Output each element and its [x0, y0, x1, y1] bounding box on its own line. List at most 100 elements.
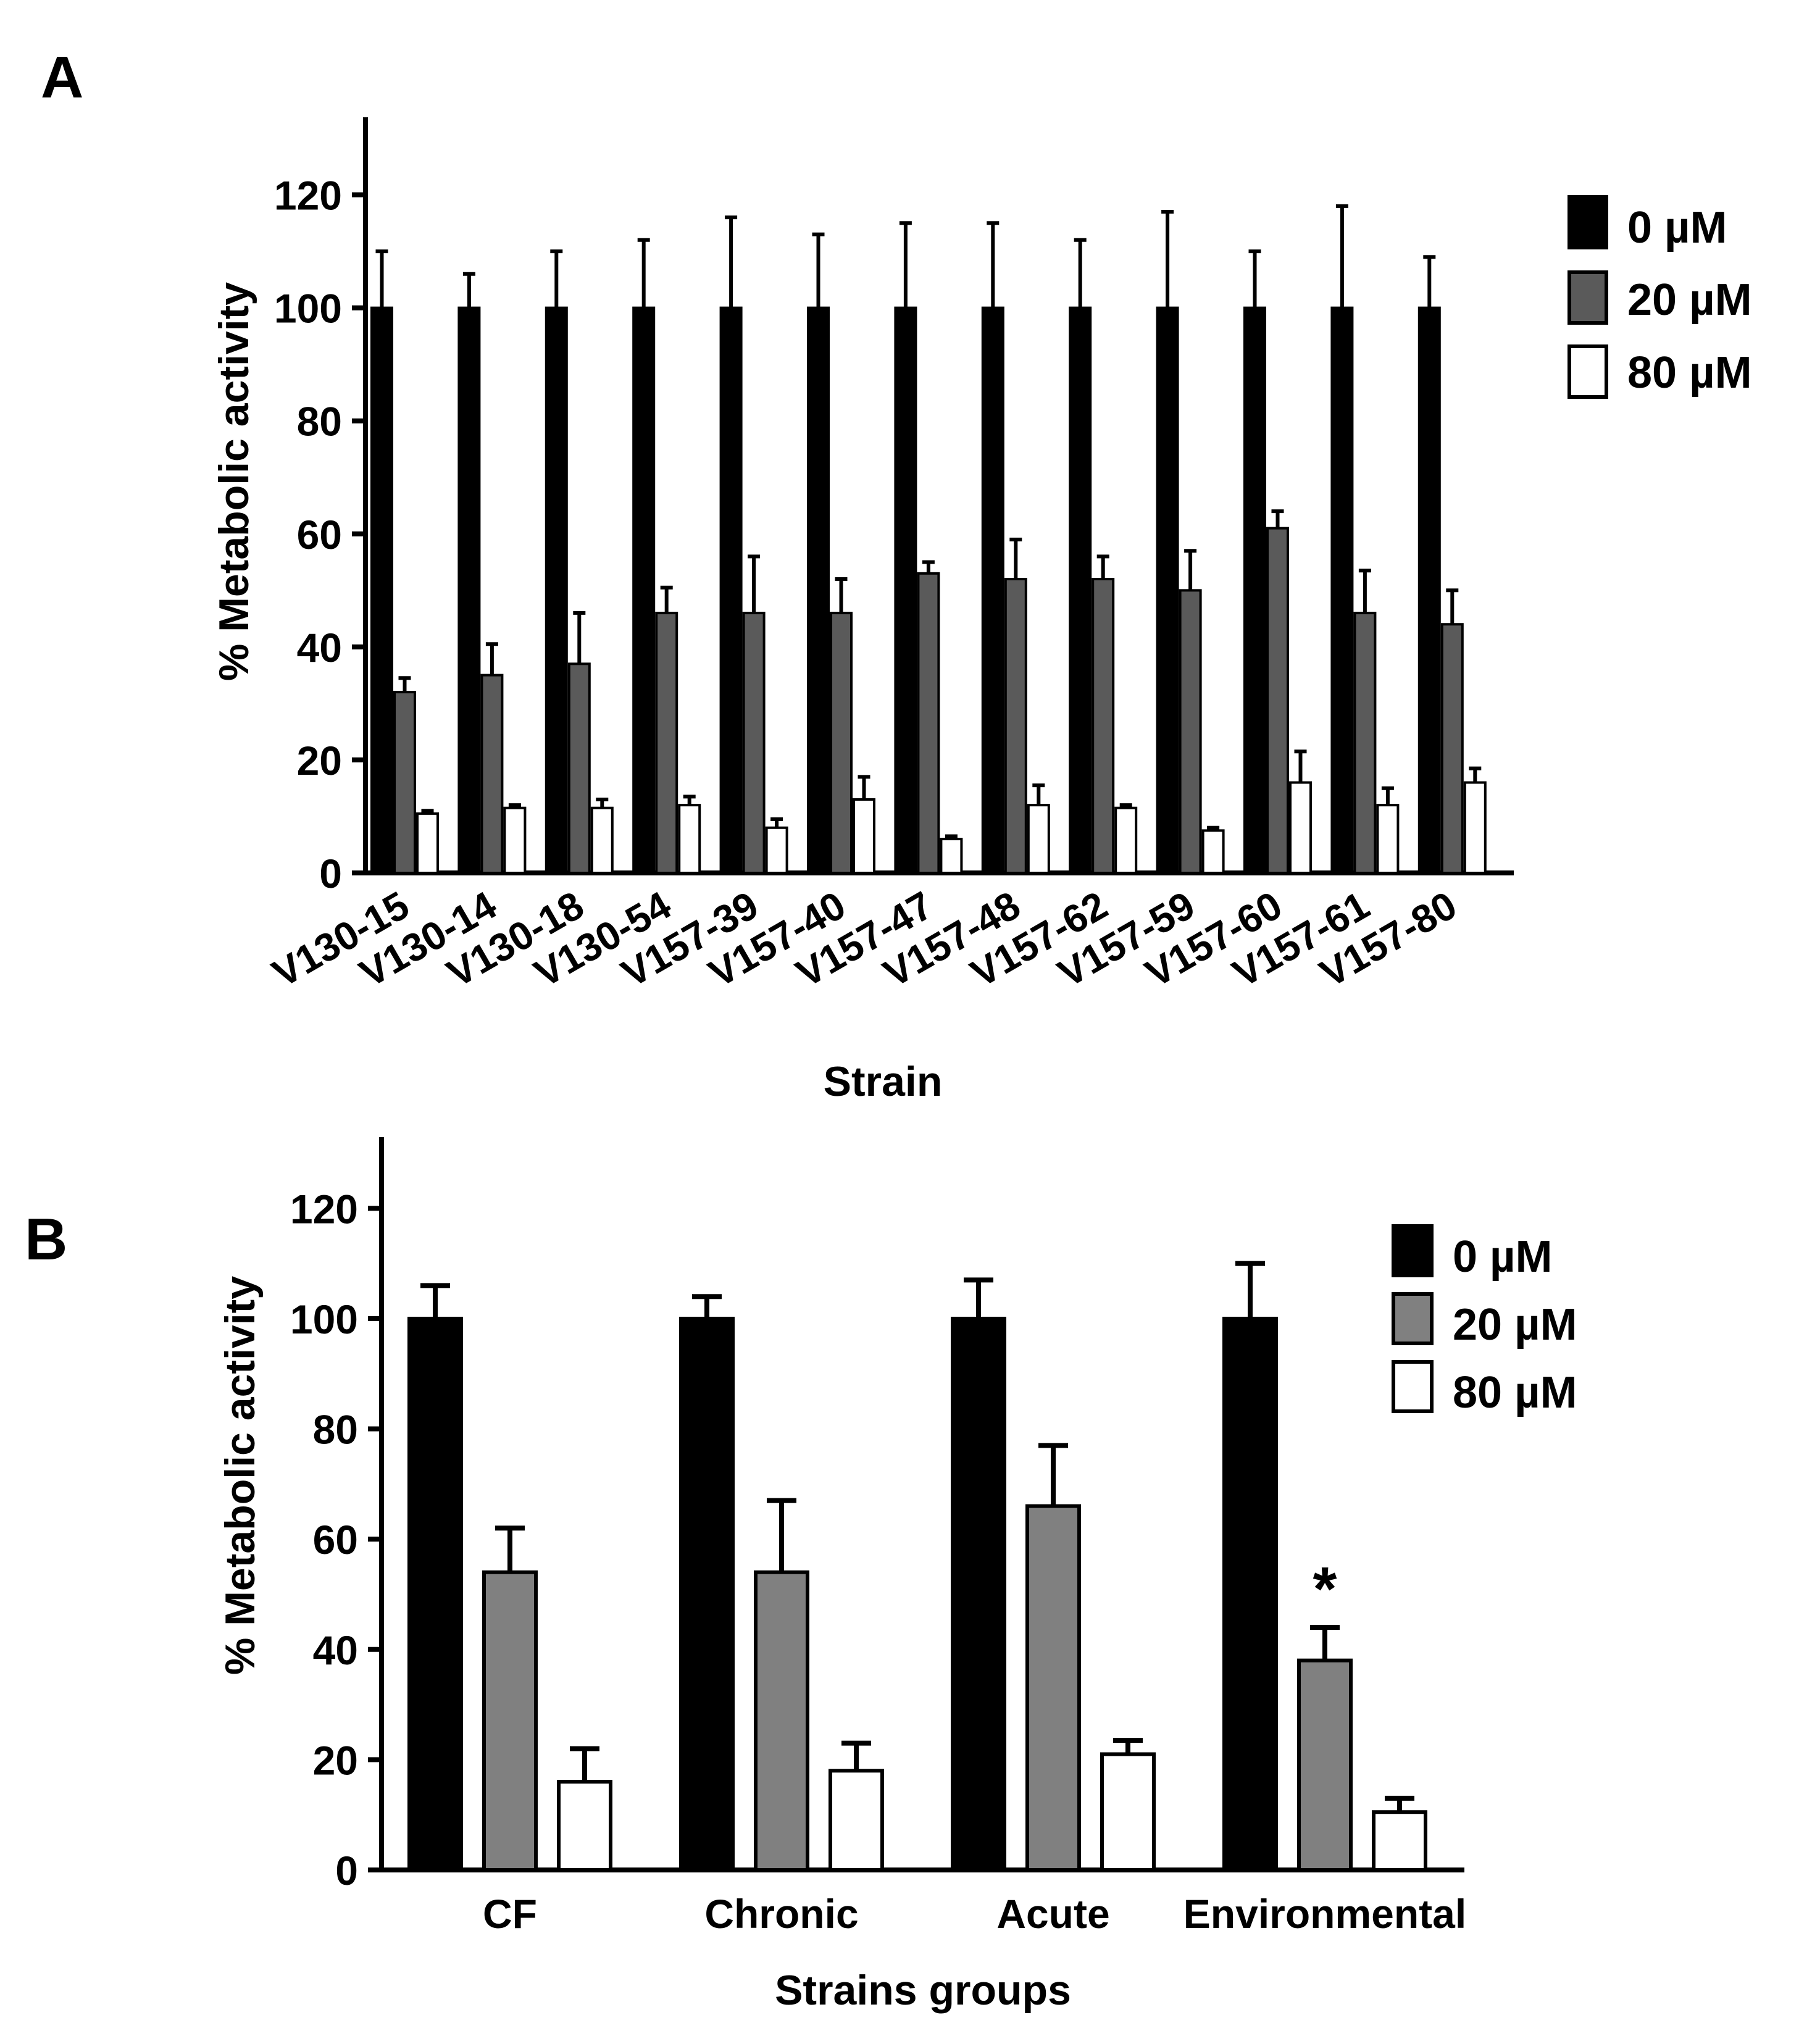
bar-20uM-V130-14 — [480, 674, 504, 874]
bar-0uM-V130-54 — [632, 306, 656, 875]
y-tick-label: 0 — [319, 851, 342, 896]
bar-80uM-Acute — [1100, 1752, 1156, 1872]
bar-0uM-V130-15 — [370, 306, 393, 875]
bar-80uM-V157-61 — [1376, 804, 1400, 874]
bar-20uM-Acute — [1025, 1504, 1081, 1872]
bar-0uM-Chronic — [679, 1316, 735, 1872]
legend-label-0uM-b: 0 µM — [1453, 1232, 1553, 1282]
bar-20uM-V130-18 — [567, 662, 591, 875]
y-tick-label: 40 — [313, 1627, 358, 1673]
y-tick-label: 80 — [297, 399, 342, 444]
bar-0uM-V157-61 — [1330, 306, 1354, 875]
bar-80uM-V157-60 — [1289, 781, 1312, 874]
bar-20uM-V130-15 — [393, 691, 416, 874]
bar-0uM-V157-39 — [719, 306, 743, 875]
significance-star: * — [1313, 1554, 1337, 1624]
bar-80uM-V130-15 — [416, 812, 439, 875]
bar-0uM-V157-80 — [1417, 306, 1441, 875]
bar-0uM-Environmental — [1222, 1316, 1278, 1872]
y-tick-label: 40 — [297, 625, 342, 670]
y-ticks-b: 0 20 40 60 80 100 120 — [290, 1186, 382, 1893]
y-axis-label-a: % Metabolic activity — [211, 282, 257, 681]
bar-80uM-V157-62 — [1114, 806, 1138, 874]
y-tick-label: 0 — [335, 1848, 358, 1893]
panel-label-a: A — [41, 44, 83, 111]
bar-20uM-V157-60 — [1266, 527, 1289, 874]
x-tick-label: Chronic — [704, 1891, 858, 1937]
legend-swatch-20uM-a — [1567, 270, 1608, 325]
x-axis-label-a: Strain — [824, 1058, 943, 1105]
bar-80uM-V157-47 — [940, 838, 963, 874]
bar-80uM-Chronic — [829, 1769, 884, 1872]
y-axis-label-b: % Metabolic activity — [217, 1276, 264, 1675]
y-tick-label: 120 — [274, 173, 342, 219]
y-tick-label: 100 — [274, 286, 342, 332]
y-tick-label: 60 — [313, 1517, 358, 1563]
bar-80uM-V130-14 — [503, 806, 527, 874]
bar-20uM-V157-40 — [830, 611, 853, 875]
bar-80uM-V157-40 — [853, 798, 875, 874]
bar-20uM-V157-39 — [742, 611, 766, 875]
x-axis-label-b: Strains groups — [775, 1967, 1071, 2014]
y-tick-label: 20 — [313, 1737, 358, 1783]
legend-a: 0 µM 20 µM 80 µM — [1567, 195, 1752, 399]
bar-0uM-V157-48 — [981, 306, 1004, 875]
bar-20uM-Chronic — [754, 1570, 809, 1872]
y-tick-label: 20 — [297, 738, 342, 783]
chart-panel-b: 0 20 40 60 80 100 120 CF Chronic Acute Environmen… — [217, 1137, 1577, 2014]
legend-swatch-80uM-b — [1392, 1360, 1434, 1413]
bar-0uM-V130-18 — [545, 306, 568, 875]
bar-0uM-V157-40 — [807, 306, 830, 875]
legend-b: 0 µM 20 µM 80 µM — [1392, 1224, 1577, 1417]
x-tick-label: CF — [483, 1891, 537, 1937]
y-tick-label: 100 — [290, 1296, 358, 1342]
y-tick-label: 80 — [313, 1407, 358, 1453]
bars-a — [370, 204, 1487, 875]
legend-swatch-80uM-a — [1567, 344, 1608, 399]
bars-b — [407, 1261, 1427, 1872]
bar-80uM-Environmental — [1372, 1810, 1427, 1872]
y-ticks-a: 0 20 40 60 80 100 120 — [274, 173, 365, 896]
y-tick-label: 120 — [290, 1186, 358, 1232]
bar-20uM-V157-62 — [1092, 578, 1115, 874]
bar-0uM-V157-47 — [894, 306, 917, 875]
bar-80uM-V157-59 — [1201, 829, 1225, 875]
bar-20uM-V157-59 — [1179, 589, 1202, 874]
legend-swatch-0uM-b — [1392, 1224, 1434, 1277]
legend-swatch-0uM-a — [1567, 195, 1608, 249]
bar-0uM-V157-62 — [1069, 306, 1092, 875]
bar-80uM-V130-54 — [678, 804, 701, 874]
bar-80uM-V157-39 — [765, 826, 788, 875]
chart-panel-a: 0 20 40 60 80 100 120 V130-15V130-14V130-18V13… — [211, 117, 1752, 1105]
bar-0uM-V157-60 — [1243, 306, 1266, 875]
x-tick-labels-b: CF Chronic Acute Environmental — [483, 1891, 1466, 1937]
bar-80uM-V157-48 — [1027, 804, 1050, 874]
annotations-b: * — [1313, 1554, 1337, 1624]
panel-label-b: B — [25, 1206, 67, 1272]
bar-0uM-Acute — [951, 1316, 1006, 1872]
bar-20uM-V157-48 — [1004, 578, 1027, 874]
x-tick-labels-a: V130-15V130-14V130-18V130-54V157-39V157-… — [265, 883, 1464, 996]
legend-label-0uM-a: 0 µM — [1627, 203, 1727, 252]
legend-label-20uM-a: 20 µM — [1627, 275, 1752, 325]
bar-20uM-V157-61 — [1353, 611, 1377, 875]
bar-20uM-V130-54 — [655, 611, 678, 875]
legend-label-80uM-a: 80 µM — [1627, 348, 1752, 398]
bar-20uM-CF — [482, 1570, 538, 1872]
bar-0uM-CF — [407, 1316, 463, 1872]
bar-80uM-V157-80 — [1463, 781, 1487, 874]
bar-80uM-V130-18 — [590, 806, 614, 874]
bar-0uM-V130-14 — [457, 306, 481, 875]
bar-80uM-CF — [557, 1780, 612, 1872]
y-tick-label: 60 — [297, 512, 342, 557]
bar-20uM-V157-80 — [1440, 623, 1464, 874]
bar-0uM-V157-59 — [1156, 306, 1179, 875]
bar-20uM-V157-47 — [917, 572, 940, 874]
legend-label-80uM-b: 80 µM — [1453, 1368, 1577, 1417]
x-tick-label: Acute — [996, 1891, 1109, 1937]
legend-label-20uM-b: 20 µM — [1453, 1300, 1577, 1350]
x-tick-label: Environmental — [1183, 1891, 1466, 1937]
legend-swatch-20uM-b — [1392, 1292, 1434, 1345]
bar-20uM-Environmental — [1297, 1658, 1353, 1872]
